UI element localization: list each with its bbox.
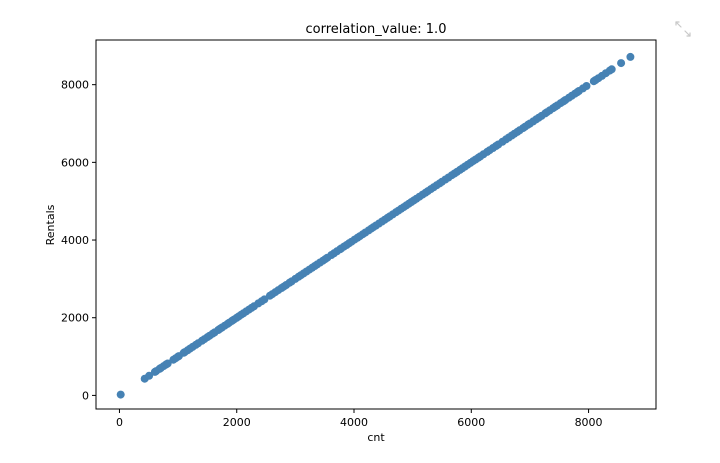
x-tick-label: 8000 bbox=[575, 416, 603, 429]
data-point bbox=[607, 65, 616, 74]
x-tick-label: 4000 bbox=[340, 416, 368, 429]
x-axis-ticks: 0 2000 4000 6000 8000 bbox=[116, 409, 603, 429]
y-tick-label: 4000 bbox=[61, 234, 89, 247]
x-tick-label: 6000 bbox=[457, 416, 485, 429]
data-point bbox=[582, 82, 591, 90]
data-point bbox=[145, 371, 154, 380]
y-axis-label: Rentals bbox=[44, 204, 57, 245]
data-point bbox=[163, 359, 172, 368]
y-axis-ticks: 0 2000 4000 6000 8000 bbox=[61, 79, 96, 402]
expand-icon[interactable] bbox=[674, 20, 692, 38]
data-point bbox=[617, 59, 626, 68]
plot-frame bbox=[95, 39, 657, 410]
y-tick-label: 2000 bbox=[61, 312, 89, 325]
chart-title: correlation_value: 1.0 bbox=[306, 22, 447, 37]
y-tick-label: 0 bbox=[82, 389, 89, 402]
data-point bbox=[116, 390, 125, 399]
y-tick-label: 8000 bbox=[61, 79, 89, 92]
x-axis-label: cnt bbox=[367, 431, 385, 444]
data-points bbox=[116, 52, 635, 399]
data-point bbox=[626, 52, 635, 61]
x-tick-label: 0 bbox=[116, 416, 123, 429]
y-tick-label: 6000 bbox=[61, 156, 89, 169]
x-tick-label: 2000 bbox=[223, 416, 251, 429]
